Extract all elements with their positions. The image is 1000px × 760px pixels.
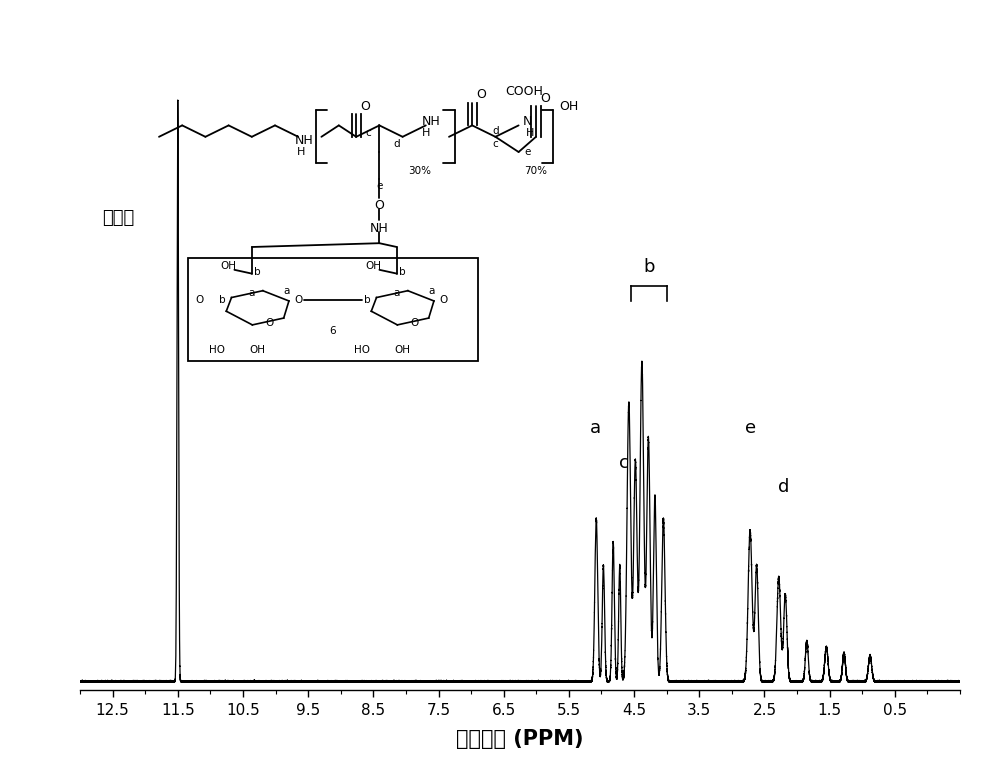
Text: b: b bbox=[399, 267, 406, 277]
Text: O: O bbox=[360, 100, 370, 113]
Text: c: c bbox=[365, 128, 371, 138]
Text: OH: OH bbox=[559, 100, 578, 113]
Text: b: b bbox=[364, 295, 371, 306]
Text: O: O bbox=[265, 318, 273, 328]
Text: d: d bbox=[778, 477, 790, 496]
Text: 30%: 30% bbox=[409, 166, 432, 176]
Text: HO: HO bbox=[354, 344, 370, 355]
Text: 70%: 70% bbox=[524, 166, 548, 176]
Text: c: c bbox=[619, 454, 629, 473]
Text: 6: 6 bbox=[330, 325, 336, 336]
Text: H: H bbox=[297, 147, 305, 157]
Text: a: a bbox=[249, 287, 255, 298]
Text: NH: NH bbox=[370, 221, 389, 235]
Text: H: H bbox=[422, 128, 430, 138]
Text: e: e bbox=[524, 147, 530, 157]
Text: OH: OH bbox=[221, 261, 237, 271]
Text: NH: NH bbox=[422, 115, 441, 128]
Text: a: a bbox=[428, 286, 435, 296]
Text: OH: OH bbox=[366, 261, 382, 271]
Text: OH: OH bbox=[395, 344, 411, 355]
Text: e: e bbox=[745, 420, 756, 438]
Text: d: d bbox=[492, 126, 499, 136]
Text: a: a bbox=[589, 420, 601, 438]
Text: COOH: COOH bbox=[505, 84, 543, 98]
Text: OH: OH bbox=[250, 344, 266, 355]
Text: NH: NH bbox=[295, 134, 313, 147]
Text: a: a bbox=[283, 286, 290, 296]
Text: b: b bbox=[643, 258, 654, 276]
Text: e: e bbox=[376, 181, 383, 192]
Text: O: O bbox=[195, 295, 204, 306]
Text: c: c bbox=[493, 139, 498, 150]
Text: O: O bbox=[439, 295, 447, 306]
X-axis label: 化学位移 (PPM): 化学位移 (PPM) bbox=[456, 729, 584, 749]
Text: HO: HO bbox=[209, 344, 225, 355]
Text: O: O bbox=[540, 92, 550, 106]
Text: O: O bbox=[294, 295, 302, 306]
Text: b: b bbox=[254, 267, 261, 277]
Text: O: O bbox=[374, 198, 384, 212]
Text: O: O bbox=[476, 88, 486, 102]
Text: O: O bbox=[410, 318, 418, 328]
Text: N: N bbox=[523, 115, 532, 128]
Text: b: b bbox=[219, 295, 226, 306]
Text: H: H bbox=[526, 128, 534, 138]
Text: a: a bbox=[394, 287, 400, 298]
Text: d: d bbox=[393, 139, 400, 150]
Text: 溶剂峰: 溶剂峰 bbox=[102, 209, 134, 226]
